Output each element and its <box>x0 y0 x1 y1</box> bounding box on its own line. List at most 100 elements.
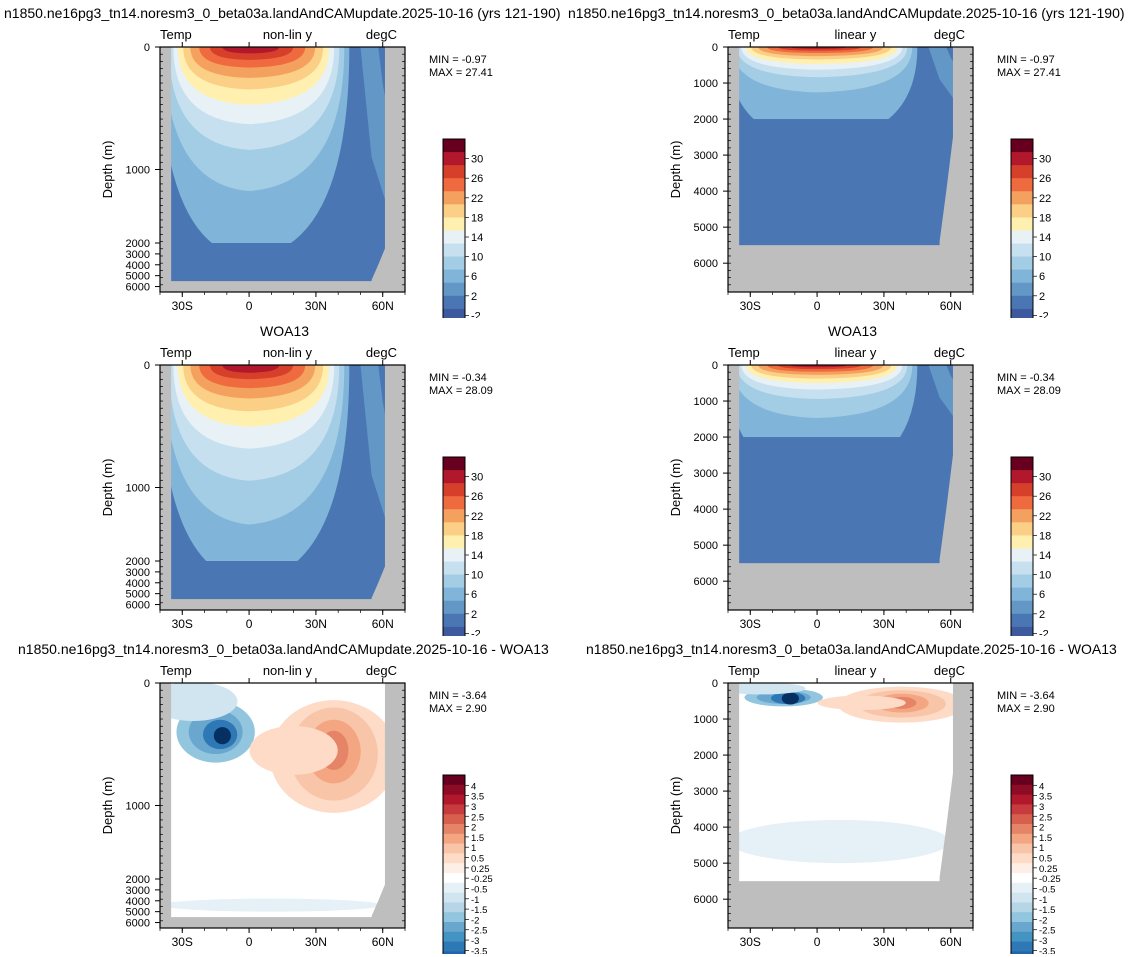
anomaly-contour <box>817 695 906 711</box>
x-tick-label: 60N <box>940 299 962 313</box>
x-tick-label: 0 <box>246 617 253 631</box>
x-tick-label: 0 <box>814 617 821 631</box>
colorbar-label: 26 <box>471 491 483 503</box>
land-mask-south <box>728 47 740 292</box>
colorbar-swatch <box>443 941 465 952</box>
colorbar-label: -1 <box>471 895 479 906</box>
header-axis-type: non-lin y <box>263 345 313 360</box>
colorbar-swatch <box>443 912 465 923</box>
colorbar-swatch <box>443 295 465 310</box>
colorbar-label: 0.25 <box>471 864 490 875</box>
colorbar-swatch <box>443 191 465 205</box>
colorbar-label: 1 <box>471 843 476 854</box>
header-variable: Temp <box>728 27 760 42</box>
y-tick-label: 0 <box>712 360 718 372</box>
y-tick-label: 5000 <box>126 589 150 601</box>
colorbar-label: 30 <box>1039 472 1051 484</box>
colorbar-swatch <box>443 892 465 903</box>
header-units: degC <box>934 27 965 42</box>
y-tick-label: 0 <box>712 678 718 690</box>
colorbar-swatch <box>443 152 465 166</box>
colorbar-swatch <box>443 165 465 179</box>
y-tick-label: 1000 <box>126 801 150 813</box>
x-tick-label: 30S <box>740 617 761 631</box>
y-axis-label: Depth (m) <box>100 141 115 199</box>
colorbar-swatch <box>1011 882 1033 894</box>
anomaly-contour <box>781 692 799 705</box>
panel-title: n1850.ne16pg3_tn14.noresm3_0_beta03a.lan… <box>18 641 549 657</box>
colorbar-swatch <box>1011 804 1033 815</box>
colorbar-swatch <box>1011 548 1033 563</box>
max-value: MAX = 2.90 <box>997 703 1055 715</box>
subpolar-cold-water <box>928 47 956 102</box>
colorbar-label: -0.5 <box>1039 884 1055 895</box>
y-tick-label: 0 <box>144 678 150 690</box>
colorbar-swatch <box>1011 587 1033 602</box>
colorbar-swatch <box>1011 308 1033 318</box>
colorbar-label: 22 <box>1039 193 1051 205</box>
colorbar-label: 14 <box>1039 550 1051 562</box>
y-tick-label: 5000 <box>694 858 718 870</box>
anomaly-contour <box>728 683 806 695</box>
header-axis-type: linear y <box>834 663 876 678</box>
colorbar-label: 6 <box>471 271 477 283</box>
panel-chart: Temp linear y degC 0 1000 2000 3000 4000 5000 600… <box>668 663 1061 954</box>
colorbar-label: 2 <box>471 609 477 621</box>
colorbar-swatch <box>1011 457 1033 471</box>
x-tick-label: 30S <box>172 617 193 631</box>
colorbar-swatch <box>443 824 465 835</box>
y-tick-label: 4000 <box>126 578 150 590</box>
colorbar-frame <box>442 774 466 954</box>
panel-title: WOA13 <box>260 323 310 339</box>
colorbar-label: 0.5 <box>1039 854 1052 865</box>
colorbar-label: 2 <box>1039 291 1045 303</box>
colorbar-swatch <box>443 853 465 864</box>
header-axis-type: non-lin y <box>263 663 313 678</box>
min-value: MIN = -0.97 <box>429 54 487 66</box>
colorbar-swatch <box>1011 152 1033 166</box>
colorbar-label: 0.5 <box>471 854 484 865</box>
colorbar-label: -1 <box>1039 895 1047 906</box>
colorbar-swatch <box>1011 951 1033 954</box>
colorbar-swatch <box>1011 941 1033 952</box>
colorbar-swatch <box>443 833 465 845</box>
y-axis-label: Depth (m) <box>100 459 115 517</box>
x-tick-label: 30S <box>740 935 761 949</box>
min-value: MIN = -0.34 <box>997 372 1055 384</box>
subpolar-cold-water <box>928 365 956 420</box>
y-axis-label: Depth (m) <box>668 459 683 517</box>
x-tick-label: 30N <box>305 935 327 949</box>
seafloor-mask <box>160 599 405 610</box>
colorbar-label: -2.5 <box>471 926 487 937</box>
x-tick-label: 30N <box>305 299 327 313</box>
header-axis-type: linear y <box>834 345 876 360</box>
colorbar-swatch <box>443 775 465 786</box>
colorbar-label: 2.5 <box>1039 812 1052 823</box>
colorbar-label: 22 <box>471 193 483 205</box>
anomaly-contour <box>249 725 338 775</box>
colorbar-swatch <box>1011 230 1033 245</box>
colorbar-label: 6 <box>1039 271 1045 283</box>
colorbar-swatch <box>443 243 465 258</box>
y-tick-label: 3000 <box>126 567 150 579</box>
colorbar-swatch <box>443 457 465 471</box>
colorbar-label: 26 <box>1039 491 1051 503</box>
x-tick-label: 0 <box>246 935 253 949</box>
colorbar-swatch <box>443 574 465 589</box>
colorbar-swatch <box>443 784 465 796</box>
max-value: MAX = 28.09 <box>997 385 1061 397</box>
x-tick-label: 0 <box>814 299 821 313</box>
colorbar-label: 2 <box>1039 609 1045 621</box>
x-tick-label: 60N <box>940 935 962 949</box>
colorbar-swatch <box>1011 873 1033 884</box>
colorbar-label: -2 <box>471 310 481 318</box>
y-axis-label: Depth (m) <box>100 777 115 835</box>
colorbar-swatch <box>443 256 465 271</box>
y-tick-label: 1000 <box>694 714 718 726</box>
colorbar-label: 4 <box>471 781 476 792</box>
x-tick-label: 30S <box>172 299 193 313</box>
max-value: MAX = 2.90 <box>429 703 487 715</box>
colorbar-label: 3 <box>1039 802 1044 813</box>
header-axis-type: linear y <box>834 27 876 42</box>
colorbar-swatch <box>1011 561 1033 576</box>
